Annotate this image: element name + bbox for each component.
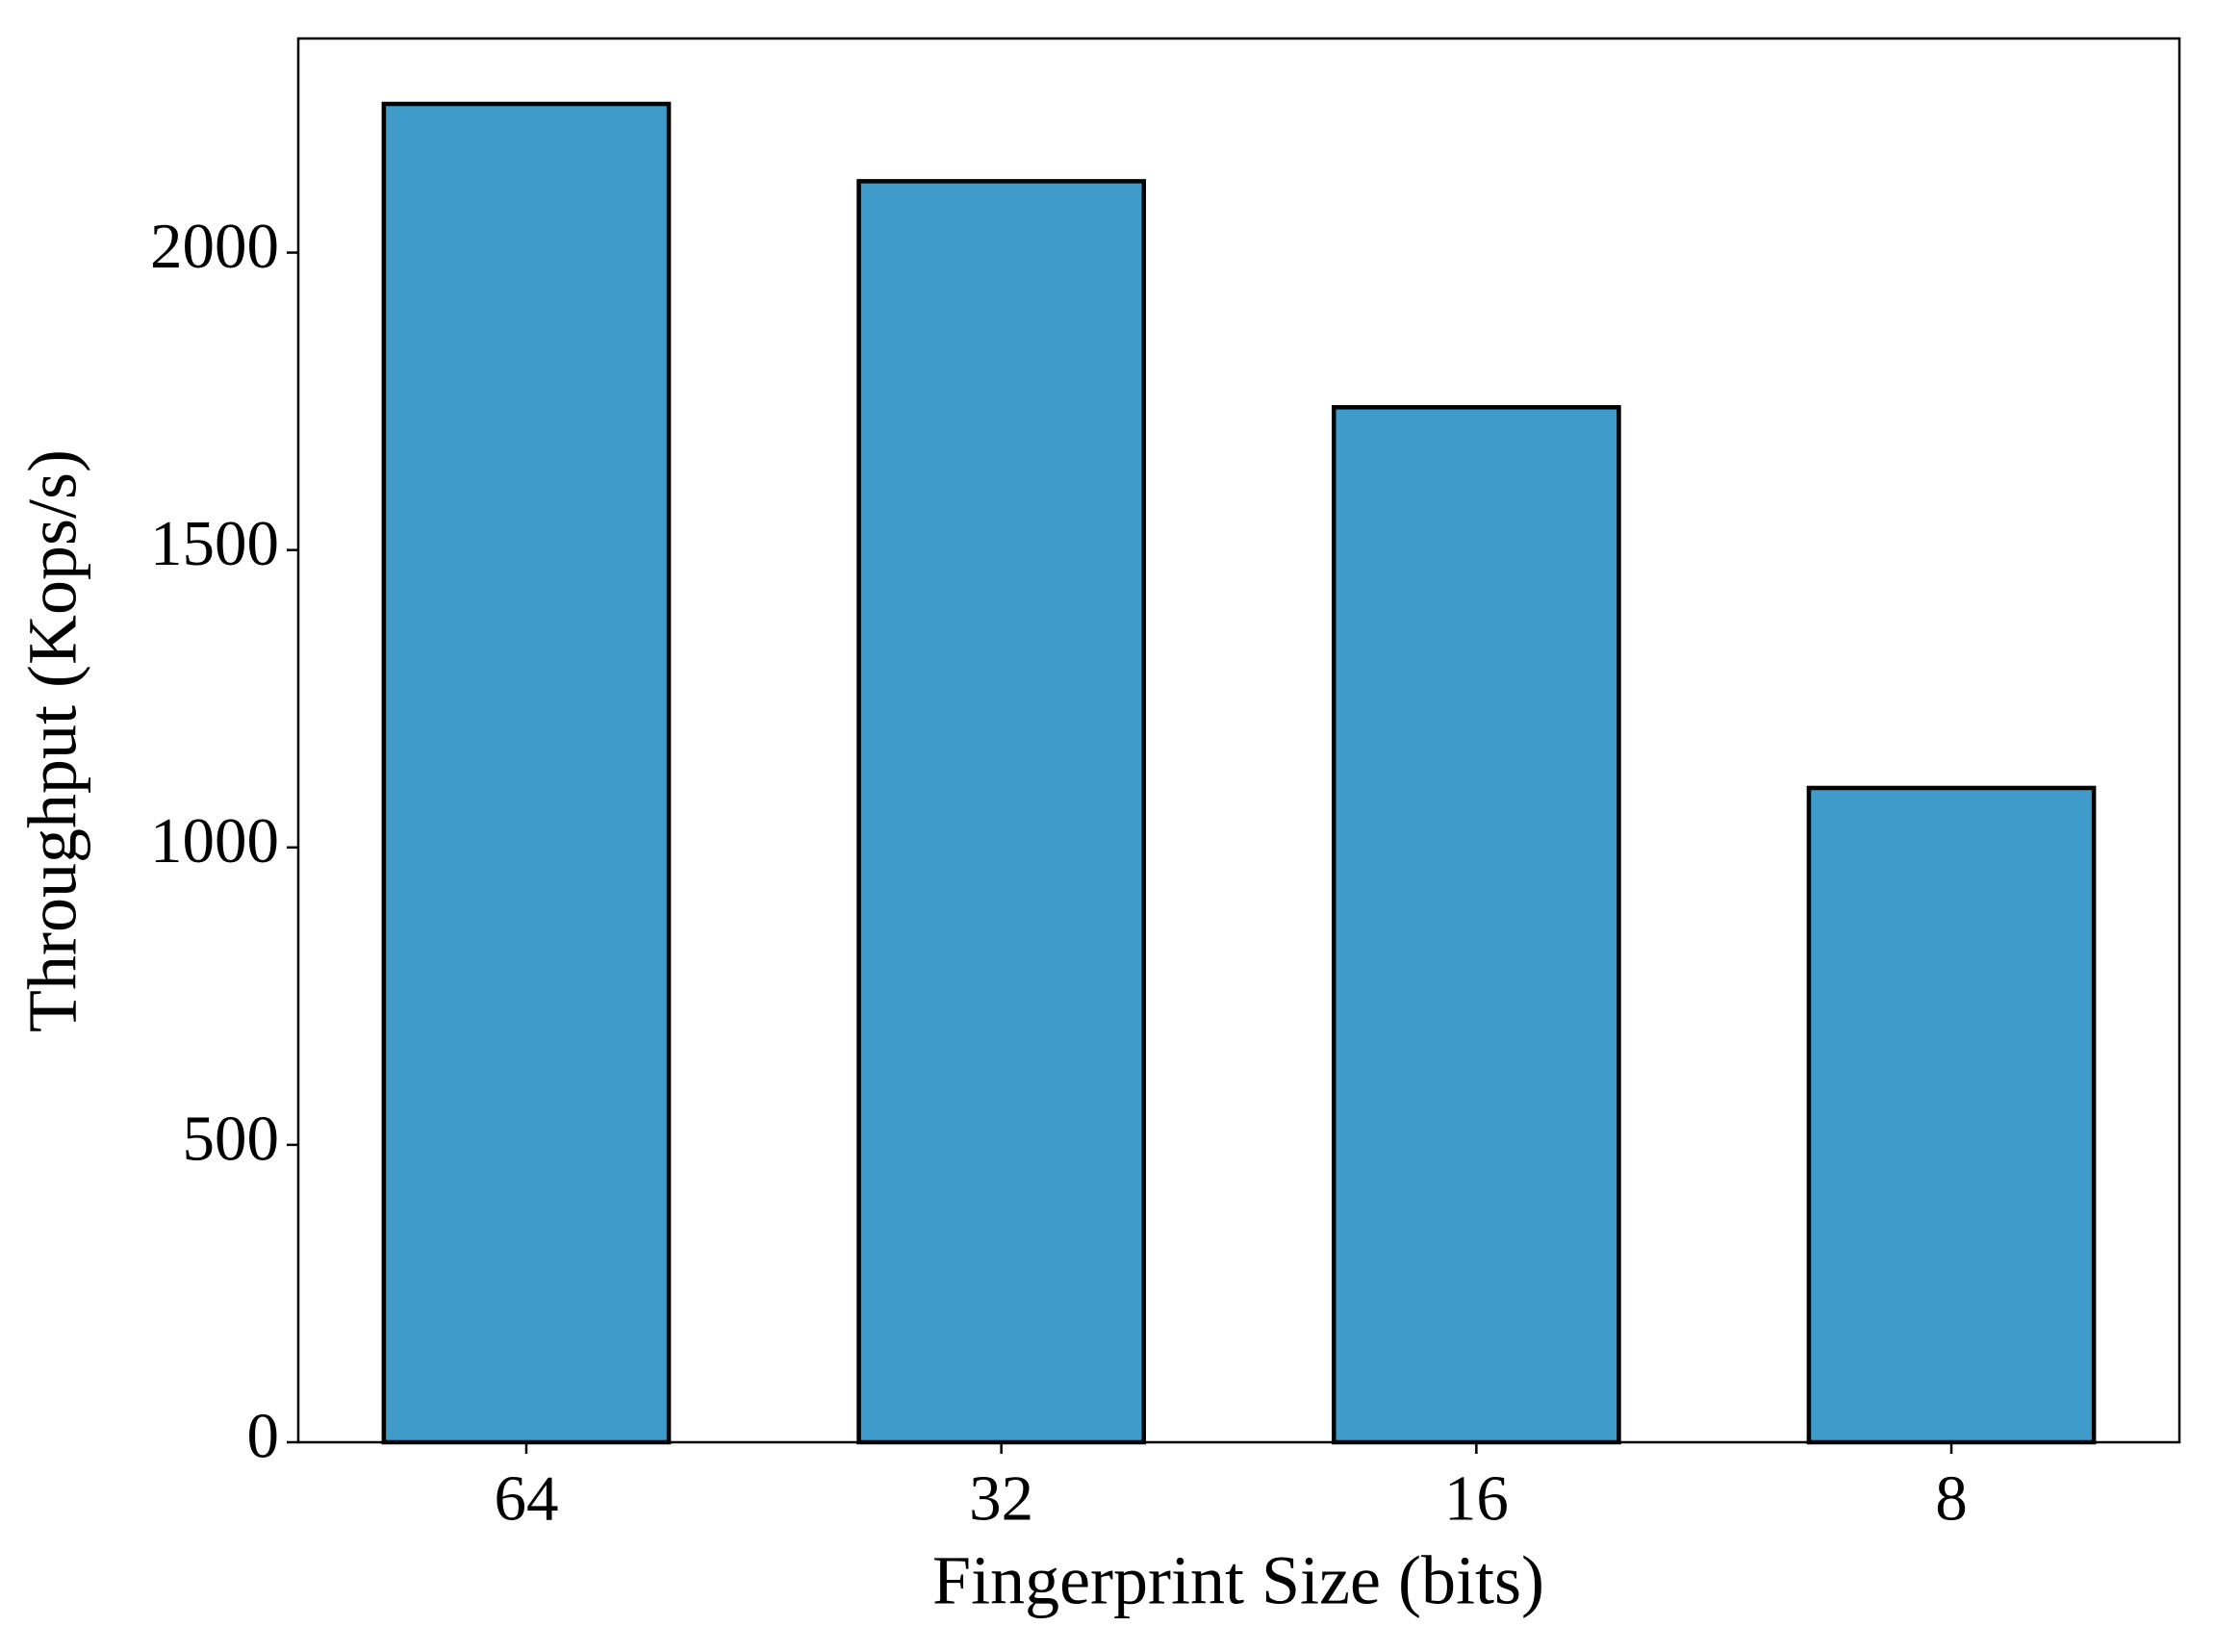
x-tick-label: 64 bbox=[494, 1462, 558, 1534]
y-axis-label: Throughput (Kops/s) bbox=[14, 449, 91, 1032]
bar bbox=[1806, 785, 2097, 1445]
plot-frame bbox=[296, 37, 2181, 1444]
x-tick-label: 32 bbox=[969, 1462, 1033, 1534]
y-tick-label: 0 bbox=[247, 1400, 280, 1471]
bar bbox=[856, 179, 1147, 1445]
y-tick-label: 1500 bbox=[150, 508, 279, 579]
x-axis-label: Fingerprint Size (bits) bbox=[932, 1542, 1544, 1619]
x-tick-label: 8 bbox=[1935, 1462, 1968, 1534]
y-tick-label: 1000 bbox=[150, 805, 279, 877]
x-tick-label: 16 bbox=[1444, 1462, 1509, 1534]
bar bbox=[381, 101, 672, 1445]
y-tick-label: 2000 bbox=[150, 211, 279, 282]
bar bbox=[1331, 405, 1621, 1445]
y-tick-label: 500 bbox=[183, 1103, 280, 1174]
